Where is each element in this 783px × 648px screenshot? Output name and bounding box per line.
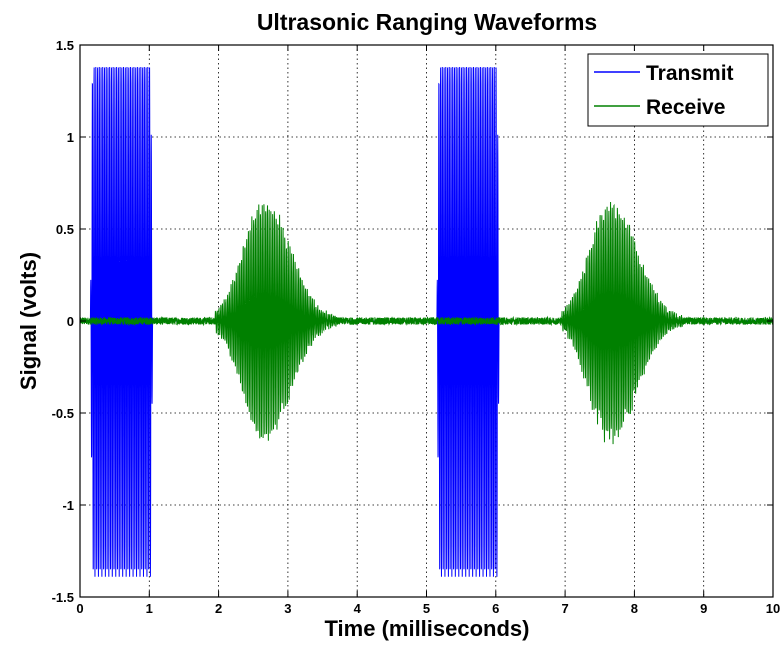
x-tick-label: 2 [215,601,222,616]
series-line-receive [79,202,774,445]
y-tick-label: -1 [62,498,74,513]
legend-box [587,53,769,127]
x-tick-label: 7 [561,601,568,616]
plot-lines [79,66,774,577]
y-axis-label: Signal (volts) [16,252,41,390]
x-axis-label: Time (milliseconds) [325,616,530,641]
x-tick-label: 1 [146,601,153,616]
x-tick-label: 8 [631,601,638,616]
x-tick-label: 3 [284,601,291,616]
x-tick-label: 4 [354,601,362,616]
legend-label-transmit: Transmit [646,62,734,85]
x-tick-label: 0 [76,601,83,616]
y-tick-label: 1.5 [56,38,74,53]
legend: Transmit Receive [587,53,769,127]
ticks: 0 1 2 3 4 5 6 7 8 9 10 -1.5 -1 -0.5 0 0.5 1 1.5 [52,38,781,616]
y-tick-label: 0.5 [56,222,74,237]
y-tick-label: -1.5 [52,590,74,605]
x-tick-label: 9 [700,601,707,616]
y-tick-label: 0 [67,314,74,329]
y-tick-label: 1 [67,130,74,145]
x-tick-label: 10 [766,601,780,616]
x-tick-label: 5 [423,601,430,616]
chart-title: Ultrasonic Ranging Waveforms [257,9,597,35]
legend-label-receive: Receive [646,96,725,119]
y-tick-label: -0.5 [52,406,74,421]
x-tick-label: 6 [492,601,499,616]
